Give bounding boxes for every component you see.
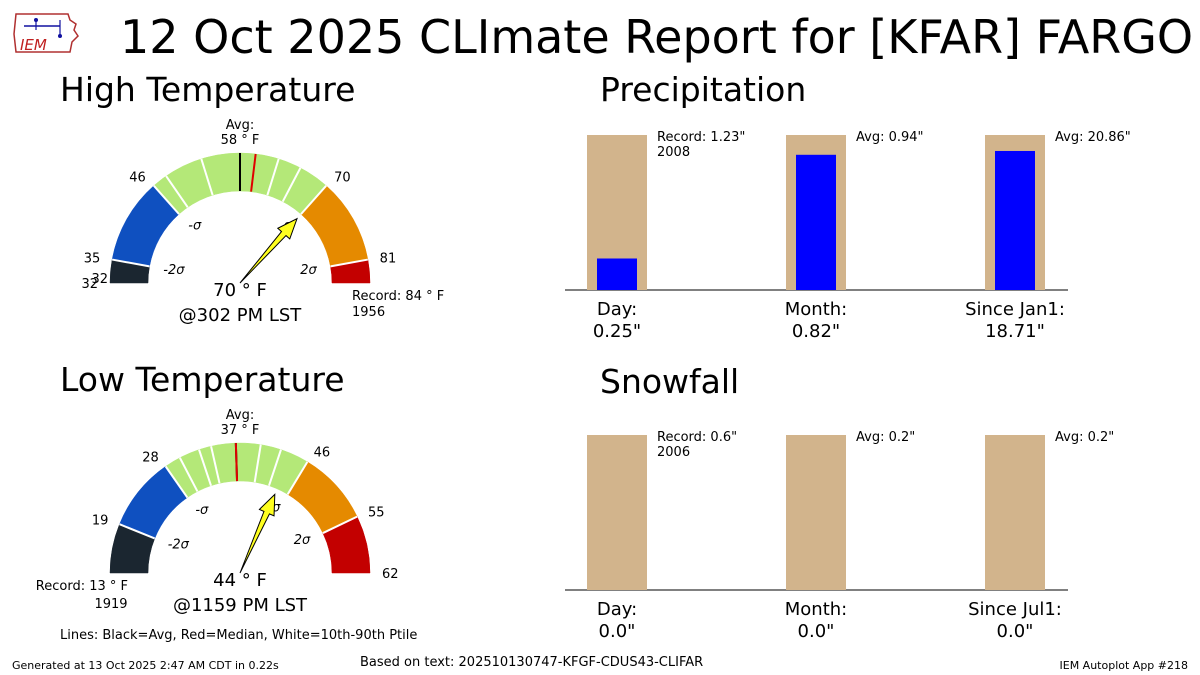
record-label: Record: 13 ° F [36, 579, 128, 594]
context-label: Avg: 20.86" [1055, 130, 1131, 145]
context-bar [587, 435, 647, 590]
category-label: Month: [785, 599, 847, 620]
percentile-line [178, 457, 199, 492]
gauge-tick-label: 35 [84, 251, 101, 266]
gauge-tick-label: 70 [334, 171, 351, 186]
value-bar [796, 154, 836, 290]
sigma-label: -σ [188, 219, 202, 234]
generated-footer: Generated at 13 Oct 2025 2:47 AM CDT in … [12, 659, 279, 672]
median-line [250, 153, 257, 192]
sigma-label: -σ [195, 503, 209, 518]
gauge-band [322, 516, 371, 574]
median-line [234, 443, 239, 482]
gauge-tick-label: 28 [142, 451, 159, 466]
precip-title: Precipitation [600, 70, 807, 109]
avg-label: Avg: [226, 408, 254, 423]
context-bar [985, 435, 1045, 590]
category-value-label: 0.25" [593, 321, 641, 342]
sigma-line [119, 523, 156, 540]
iem-logo: IEM [13, 13, 79, 54]
context-year: 2006 [657, 445, 690, 460]
context-year: 2008 [657, 145, 690, 160]
lines-legend-note: Lines: Black=Avg, Red=Median, White=10th… [60, 628, 418, 643]
category-value-label: 18.71" [985, 321, 1045, 342]
percentile-line [210, 446, 221, 484]
sigma-label: 2σ [294, 533, 311, 548]
sigma-line [153, 185, 180, 215]
gauge-tick-label: 46 [129, 171, 146, 186]
category-label: Day: [597, 299, 637, 320]
sigma-line [164, 465, 189, 499]
record-year: 1956 [352, 305, 385, 320]
category-value-label: 0.0" [798, 621, 835, 642]
percentile-line [165, 175, 189, 208]
avg-label: Avg: [226, 118, 254, 133]
observed-value-label: 70 ° F [213, 280, 267, 301]
value-bar [597, 258, 637, 290]
sigma-label: -2σ [168, 538, 190, 553]
context-label: Avg: 0.94" [856, 130, 924, 145]
record-label: Record: 84 ° F [352, 289, 444, 304]
gauge-tick-label: 81 [380, 251, 397, 266]
sigma-line [322, 515, 358, 534]
high-temp-title: High Temperature [60, 70, 356, 109]
report-title: 12 Oct 2025 CLImate Report for [KFAR] FA… [120, 10, 1194, 64]
percentile-line [266, 158, 280, 196]
percentile-line [200, 158, 214, 196]
avg-value-label: 37 ° F [221, 423, 260, 438]
context-label: Record: 1.23" [657, 130, 745, 145]
avg-value-label: 58 ° F [221, 133, 260, 148]
value-needle [239, 217, 298, 284]
gauge-tick-label: 19 [92, 514, 109, 529]
percentile-line [268, 449, 282, 487]
sigma-line [300, 185, 327, 215]
context-label: Avg: 0.2" [856, 430, 915, 445]
sigma-label: σ [272, 500, 281, 515]
category-label: Day: [597, 599, 637, 620]
percentile-line [253, 444, 262, 483]
category-value-label: 0.0" [997, 621, 1034, 642]
sigma-label: 2σ [300, 263, 317, 278]
gauge-tick-label: 55 [368, 505, 385, 520]
gauge-min-label: 32 [91, 272, 108, 287]
sigma-label: -2σ [163, 263, 185, 278]
sigma-line [286, 461, 309, 495]
record-year: 1919 [94, 597, 127, 612]
category-label: Since Jan1: [965, 299, 1065, 320]
category-value-label: 0.82" [792, 321, 840, 342]
context-label: Avg: 0.2" [1055, 430, 1114, 445]
sigma-line [111, 258, 150, 268]
sigma-line [330, 258, 369, 268]
observed-value-label: 44 ° F [213, 570, 267, 591]
context-bar [786, 435, 846, 590]
logo-text: IEM [20, 36, 47, 54]
low-temp-gauge: 19 28 46 55 62 -2σ -σ σ 2σ Avg:37 ° F 44 ° F @1159 … [36, 408, 399, 616]
observed-time-label: @302 PM LST [179, 305, 303, 326]
category-value-label: 0.0" [599, 621, 636, 642]
precip-chart: Record: 1.23"2008 Day:0.25" Avg: 0.94" Mont… [565, 130, 1131, 342]
snow-title: Snowfall [600, 362, 740, 401]
category-label: Since Jul1: [968, 599, 1062, 620]
percentile-line [281, 167, 302, 203]
value-needle [239, 493, 276, 574]
category-label: Month: [785, 299, 847, 320]
value-bar [995, 150, 1035, 290]
app-footer: IEM Autoplot App #218 [1059, 659, 1189, 672]
source-footer: Based on text: 202510130747-KFGF-CDUS43-… [360, 655, 704, 670]
gauge-tick-label: 46 [314, 446, 331, 461]
gauge-tick-label: 32 [81, 277, 98, 292]
low-temp-title: Low Temperature [60, 360, 345, 399]
observed-time-label: @1159 PM LST [173, 595, 308, 616]
percentile-line [198, 449, 212, 487]
gauge-tick-label: 62 [382, 567, 399, 582]
context-label: Record: 0.6" [657, 430, 737, 445]
